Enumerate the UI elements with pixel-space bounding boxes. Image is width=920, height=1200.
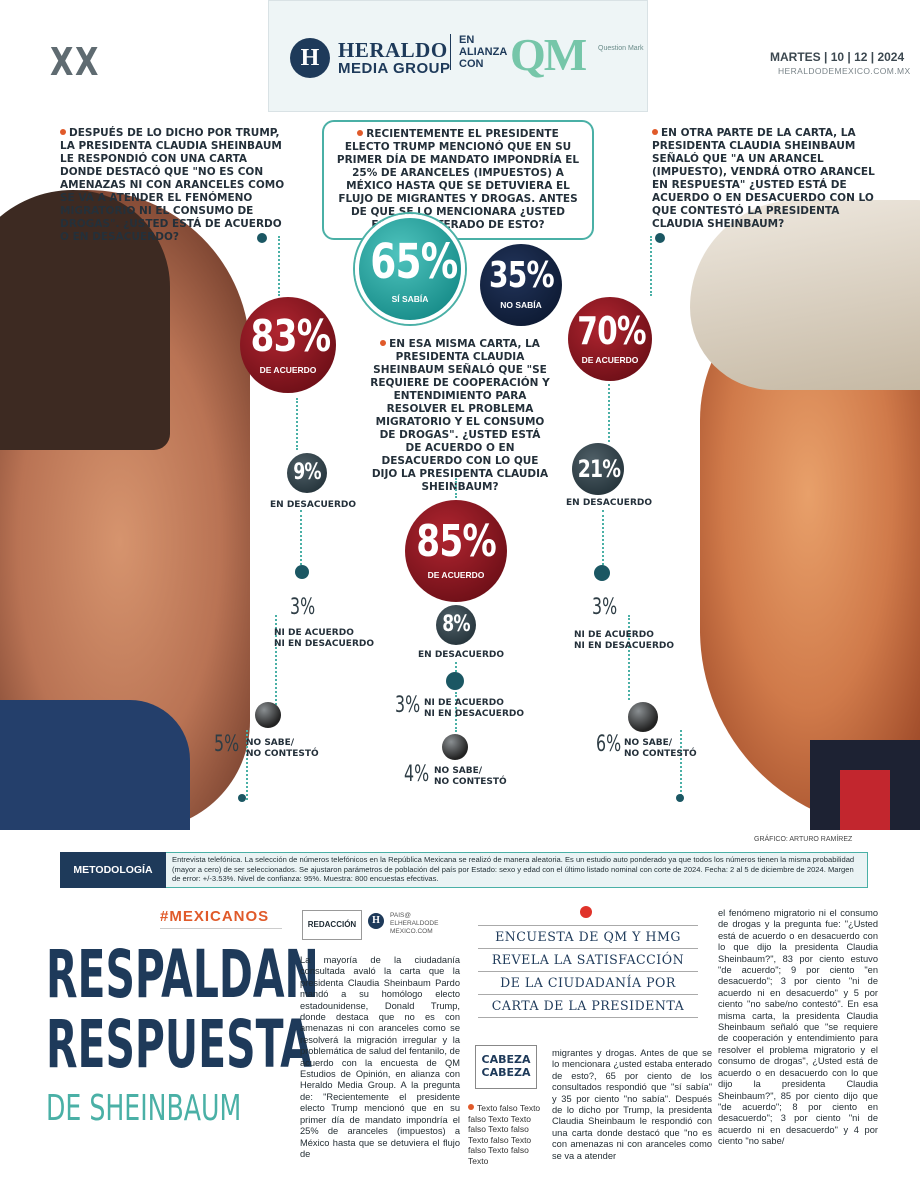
connector	[680, 730, 682, 800]
placeholder-text: Texto falso Texto falso Texto Texto fals…	[468, 1103, 541, 1166]
graphic-credit: GRÁFICO: ARTURO RAMÍREZ	[754, 836, 853, 843]
question-right: EN OTRA PARTE DE LA CARTA, LA PRESIDENTA…	[652, 127, 875, 230]
issue-date: MARTES | 10 | 12 | 2024	[770, 50, 905, 64]
right-nosabe-label: NO SABE/NO CONTESTÓ	[624, 738, 697, 759]
connector	[278, 236, 280, 296]
right-ni-dot	[594, 565, 610, 581]
connector-dot	[238, 794, 246, 802]
byline: REDACCIÓN	[302, 910, 362, 940]
left-desacuerdo-bubble: 9%	[287, 453, 327, 493]
website: HERALDODEMEXICO.COM.MX	[778, 66, 911, 76]
left-desacuerdo-label: EN DESACUERDO	[270, 500, 356, 510]
center-ni-label: NI DE ACUERDO NI EN DESACUERDO	[424, 698, 525, 719]
section-label: XX	[50, 40, 101, 84]
methodology-label: METODOLOGÍA	[60, 852, 166, 888]
qm-subtitle: Question Mark	[598, 45, 644, 52]
cabeza-box: CABEZA CABEZA	[475, 1045, 537, 1089]
bullet-icon	[468, 1104, 474, 1110]
right-nosabe-pct: 6%	[596, 732, 622, 757]
bullet-icon	[380, 340, 387, 346]
connector	[455, 692, 457, 732]
divider	[160, 928, 282, 929]
connector	[300, 510, 302, 565]
qm-logo-icon: QM	[510, 29, 587, 80]
center-nosabe-dot	[442, 734, 468, 760]
headline-line-3: DE SHEINBAUM	[46, 1088, 242, 1129]
center-ni-dot	[446, 672, 464, 690]
question-top: RECIENTEMENTE EL PRESIDENTE ELECTO TRUMP…	[322, 120, 594, 240]
connector	[246, 730, 248, 800]
hashtag: #MEXICANOS	[160, 908, 270, 925]
bullet-icon	[652, 129, 658, 135]
connector	[608, 384, 610, 442]
left-ni-pct: 3%	[290, 595, 316, 620]
right-nosabe-dot	[628, 702, 658, 732]
center-desacuerdo-label: EN DESACUERDO	[418, 650, 504, 660]
sheinbaum-shirt	[0, 700, 190, 830]
left-ni-dot	[295, 565, 309, 579]
center-nosabe-label: NO SABE/NO CONTESTÓ	[434, 766, 507, 787]
header-box	[268, 0, 648, 112]
connector	[455, 662, 457, 672]
subheadline: ENCUESTA DE QM Y HMG REVELA LA SATISFACC…	[478, 925, 698, 1018]
left-nosabe-pct: 5%	[214, 732, 240, 757]
red-dot-icon	[580, 906, 592, 918]
connector	[602, 510, 604, 565]
center-desacuerdo-bubble: 8%	[436, 605, 476, 645]
left-ni-label: NI DE ACUERDO NI EN DESACUERDO	[274, 628, 375, 649]
center-ni-pct: 3%	[395, 693, 421, 718]
connector	[650, 236, 652, 296]
question-left: DESPUÉS DE LO DICHO POR TRUMP, LA PRESID…	[60, 127, 285, 243]
connector	[275, 615, 277, 705]
result-si-sabia: 65% SÍ SABÍA	[355, 214, 465, 324]
article-column-1: La mayoría de la ciudadanía consultada a…	[300, 955, 460, 1159]
methodology-text: Entrevista telefónica. La selección de n…	[172, 855, 855, 884]
heraldo-logo-icon: H	[290, 38, 330, 78]
center-nosabe-pct: 4%	[404, 762, 430, 787]
heraldo-h-icon: H	[368, 913, 384, 929]
question-center: EN ESA MISMA CARTA, LA PRESIDENTA CLAUDI…	[370, 338, 550, 493]
right-ni-pct: 3%	[592, 595, 618, 620]
connector-dot	[655, 233, 665, 243]
headline-line-2: RESPUESTA	[46, 1006, 312, 1083]
article-column-2: migrantes y drogas. Antes de que se lo m…	[552, 1048, 712, 1161]
right-ni-label: NI DE ACUERDO NI EN DESACUERDO	[574, 630, 675, 651]
methodology-box	[60, 852, 868, 888]
left-acuerdo-bubble: 83% DE ACUERDO	[240, 297, 336, 393]
center-acuerdo-bubble: 85% DE ACUERDO	[405, 500, 507, 602]
left-nosabe-dot	[255, 702, 281, 728]
trump-hair	[690, 200, 920, 390]
connector	[296, 398, 298, 450]
bullet-icon	[60, 129, 66, 135]
brand-subname: MEDIA GROUP	[338, 60, 451, 77]
result-no-sabia: 35% NO SABÍA	[480, 244, 562, 326]
bullet-icon	[357, 130, 364, 136]
trump-tie	[840, 770, 890, 830]
left-nosabe-label: NO SABE/NO CONTESTÓ	[246, 738, 319, 759]
headline-line-1: RESPALDAN	[46, 936, 319, 1013]
right-acuerdo-bubble: 70% DE ACUERDO	[568, 297, 652, 381]
byline-contact: PAIS@ ELHERALDODE MEXICO.COM	[390, 912, 439, 935]
right-desacuerdo-label: EN DESACUERDO	[566, 498, 652, 508]
connector	[628, 615, 630, 700]
brand-name: HERALDO	[338, 38, 448, 62]
article-column-3: el fenómeno migratorio ni el consumo de …	[718, 908, 878, 1147]
connector	[455, 478, 457, 498]
right-desacuerdo-bubble: 21%	[572, 443, 624, 495]
connector-dot	[676, 794, 684, 802]
sheinbaum-hair	[0, 190, 170, 450]
alliance-label: EN ALIANZA CON	[450, 34, 507, 70]
connector-dot	[257, 233, 267, 243]
